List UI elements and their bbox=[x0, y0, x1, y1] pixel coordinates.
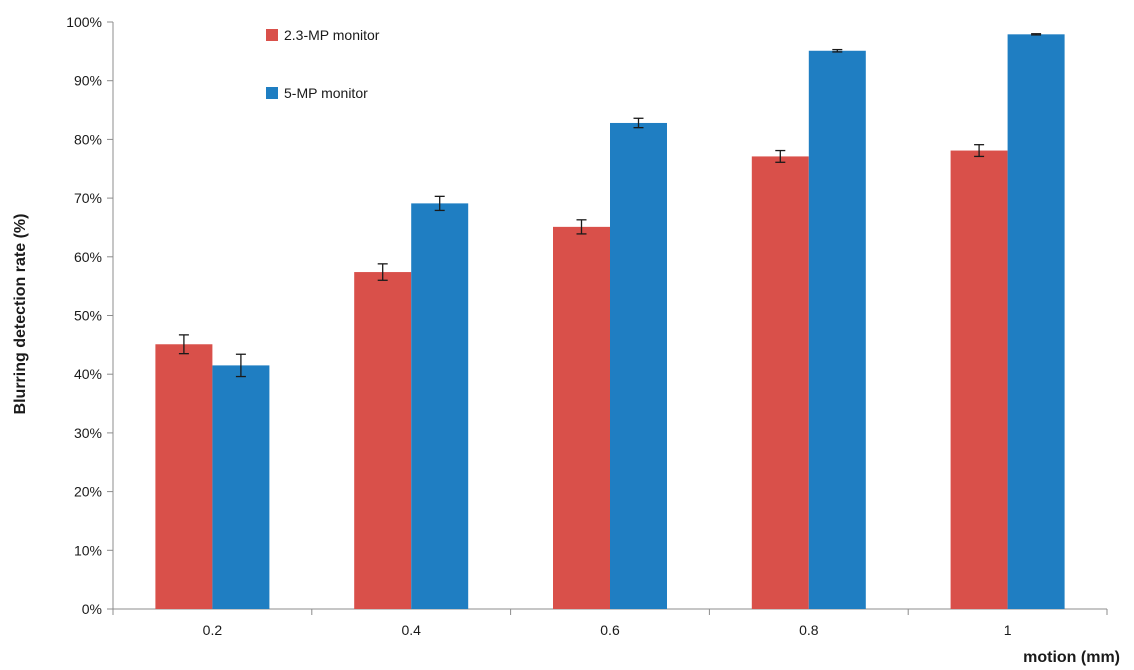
y-tick-label: 90% bbox=[74, 73, 102, 89]
y-axis: 0% 10% 20% 30% 40% 50% 60% 70% 80% 90% 100% bbox=[66, 14, 114, 617]
bar-series-1 bbox=[155, 344, 213, 609]
bar-series-2 bbox=[1007, 34, 1065, 609]
legend-swatch bbox=[266, 87, 278, 99]
y-tick-label: 50% bbox=[74, 308, 102, 324]
legend-label: 5-MP monitor bbox=[284, 85, 368, 101]
bar-series-1 bbox=[751, 156, 809, 609]
y-tick-label: 20% bbox=[74, 484, 102, 500]
bar-series-2 bbox=[411, 203, 469, 609]
x-tick-label: 0.6 bbox=[600, 622, 620, 638]
bar-series-1 bbox=[354, 272, 412, 609]
y-axis-title: Blurring detection rate (%) bbox=[12, 214, 29, 415]
bar-series-2 bbox=[808, 50, 866, 609]
bar-series-2 bbox=[212, 365, 270, 609]
y-tick-label: 70% bbox=[74, 190, 102, 206]
legend-label: 2.3-MP monitor bbox=[284, 27, 380, 43]
legend: 2.3-MP monitor 5-MP monitor bbox=[266, 27, 380, 101]
bar-series-1 bbox=[950, 150, 1008, 610]
y-tick-label: 0% bbox=[82, 601, 102, 617]
y-tick-label: 80% bbox=[74, 131, 102, 147]
y-tick-label: 40% bbox=[74, 366, 102, 382]
legend-swatch bbox=[266, 29, 278, 41]
x-tick-label: 1 bbox=[1004, 622, 1012, 638]
y-tick-label: 100% bbox=[66, 14, 102, 30]
x-tick-label: 0.4 bbox=[401, 622, 421, 638]
x-axis-title: motion (mm) bbox=[1023, 649, 1120, 666]
x-tick-label: 0.2 bbox=[203, 622, 223, 638]
x-axis: 0.2 0.4 0.6 0.8 1 bbox=[112, 608, 1108, 638]
x-tick-label: 0.8 bbox=[799, 622, 819, 638]
error-bar-group bbox=[178, 33, 1042, 378]
y-tick-label: 30% bbox=[74, 425, 102, 441]
bar-series-2 bbox=[610, 122, 667, 610]
y-tick-label: 10% bbox=[74, 542, 102, 558]
y-tick-label: 60% bbox=[74, 249, 102, 265]
bar-group bbox=[155, 34, 1065, 610]
bar-series-1 bbox=[553, 226, 610, 609]
